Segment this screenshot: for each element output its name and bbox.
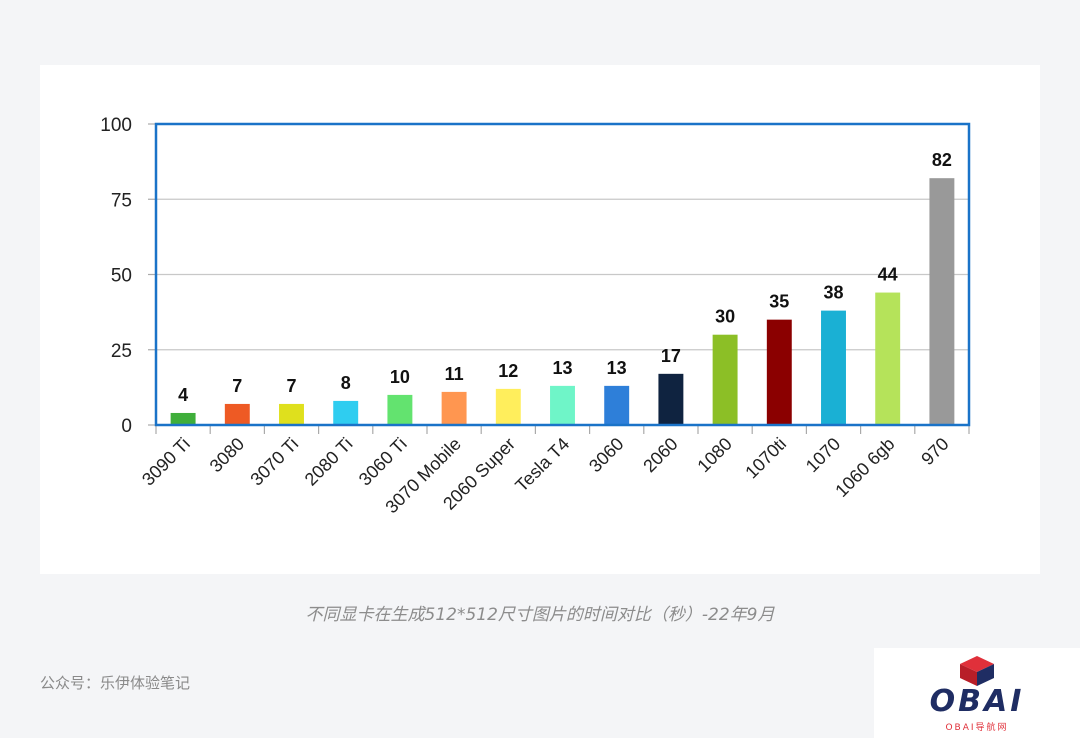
chart-card: 0 25 50 75 100 4 7 7 8 10 11 12 13 13 17 30 35 38 44 82 3090…	[40, 65, 1040, 574]
x-tick-label: 1070ti	[741, 434, 790, 483]
logo-text: OBAI	[929, 684, 1025, 719]
bar	[495, 388, 521, 425]
x-tick-label: 2060	[639, 434, 681, 476]
data-label: 12	[498, 361, 518, 381]
x-tick-label: 1060 6gb	[831, 434, 898, 501]
y-tick-label: 0	[121, 416, 132, 437]
data-label: 7	[286, 376, 296, 396]
data-label: 10	[390, 367, 410, 387]
data-label: 13	[552, 358, 572, 378]
x-tick-label: 3060	[585, 434, 627, 476]
data-label: 4	[178, 385, 188, 405]
data-label: 13	[607, 358, 627, 378]
bar	[929, 178, 955, 425]
data-label: 44	[878, 265, 898, 285]
bar	[441, 391, 467, 425]
y-tick-label: 100	[100, 115, 132, 136]
data-label: 11	[445, 364, 464, 384]
data-label: 35	[769, 292, 789, 312]
bar	[279, 403, 304, 425]
data-label: 7	[232, 376, 242, 396]
data-label: 8	[341, 373, 351, 393]
y-tick-label: 75	[111, 190, 132, 211]
x-tick-label: 3070 Ti	[246, 434, 302, 490]
data-label: 30	[715, 307, 735, 327]
bar	[333, 400, 359, 425]
bar	[387, 394, 413, 425]
bar	[224, 403, 250, 425]
data-label: 17	[661, 346, 681, 366]
plot-frame	[154, 122, 971, 427]
x-tick-label: 1080	[693, 434, 735, 476]
x-tick-label: 1070	[802, 434, 844, 476]
y-tick-label: 25	[111, 341, 132, 362]
bar	[170, 412, 196, 425]
bar	[712, 334, 738, 425]
x-tick-label: 3080	[206, 434, 248, 476]
account-label: 公众号：乐伊体验笔记	[40, 674, 191, 692]
bar	[875, 292, 901, 425]
chart-caption: 不同显卡在生成512*512尺寸图片的时间对比（秒）-22年9月	[305, 605, 775, 625]
x-tick-label: 2080 Ti	[301, 434, 357, 490]
bar	[658, 373, 684, 425]
logo: OBAI OBAI导航网	[874, 648, 1080, 738]
y-tick-label: 50	[111, 266, 132, 287]
logo-subtext: OBAI导航网	[945, 723, 1009, 733]
x-tick-label: 970	[917, 434, 952, 469]
bar	[550, 385, 575, 425]
cube-icon	[960, 656, 994, 686]
data-label: 38	[823, 283, 843, 303]
data-label: 82	[932, 150, 952, 170]
bar	[604, 385, 630, 425]
bar	[821, 310, 846, 425]
x-tick-label: 3090 Ti	[138, 434, 194, 490]
bar	[766, 319, 792, 425]
x-tick-label: Tesla T4	[511, 434, 573, 496]
bar-chart: 0 25 50 75 100 4 7 7 8 10 11 12 13 13 17 30 35 38 44 82 3090…	[100, 115, 971, 517]
